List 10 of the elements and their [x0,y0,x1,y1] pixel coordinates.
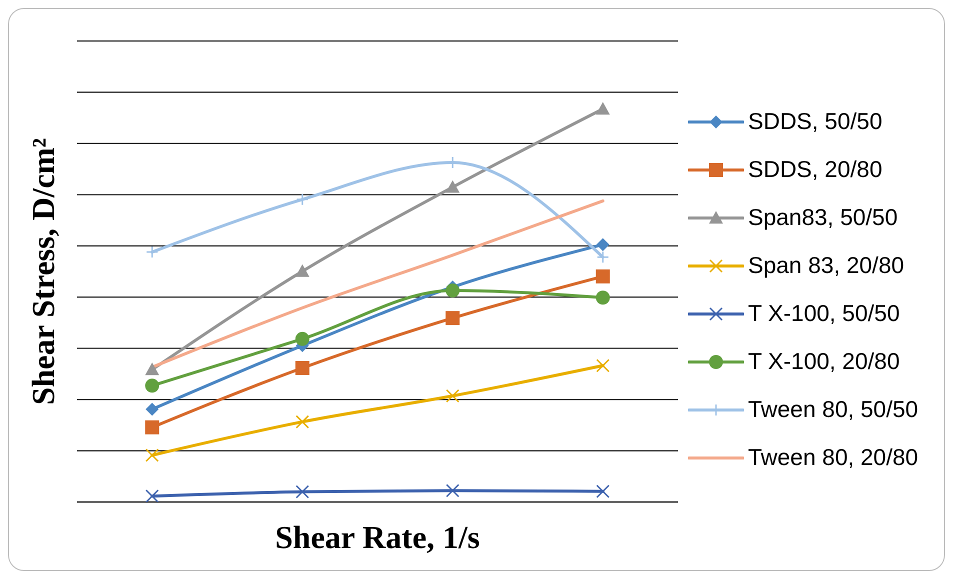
x-axis-title: Shear Rate, 1/s [275,519,480,555]
legend-label: T X-100, 50/50 [748,300,900,327]
legend-label: Tween 80, 50/50 [748,396,918,423]
legend-label: T X-100, 20/80 [748,348,900,375]
legend-label: Tween 80, 20/80 [748,444,918,471]
legend-label: SDDS, 20/80 [748,156,882,183]
legend-label: SDDS, 50/50 [748,108,882,135]
y-axis-title: Shear Stress, D/cm² [25,138,61,406]
legend-label: Span83, 50/50 [748,204,898,231]
legend-label: Span 83, 20/80 [748,252,904,279]
